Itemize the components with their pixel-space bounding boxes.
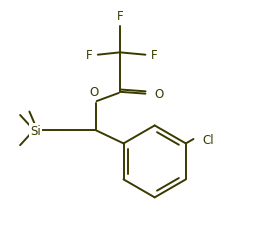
Text: F: F [116, 10, 123, 23]
Text: O: O [90, 86, 99, 99]
Text: Si: Si [30, 124, 40, 137]
Text: O: O [155, 88, 164, 101]
Text: F: F [151, 49, 158, 62]
Text: F: F [86, 49, 92, 62]
Text: Cl: Cl [202, 133, 214, 146]
